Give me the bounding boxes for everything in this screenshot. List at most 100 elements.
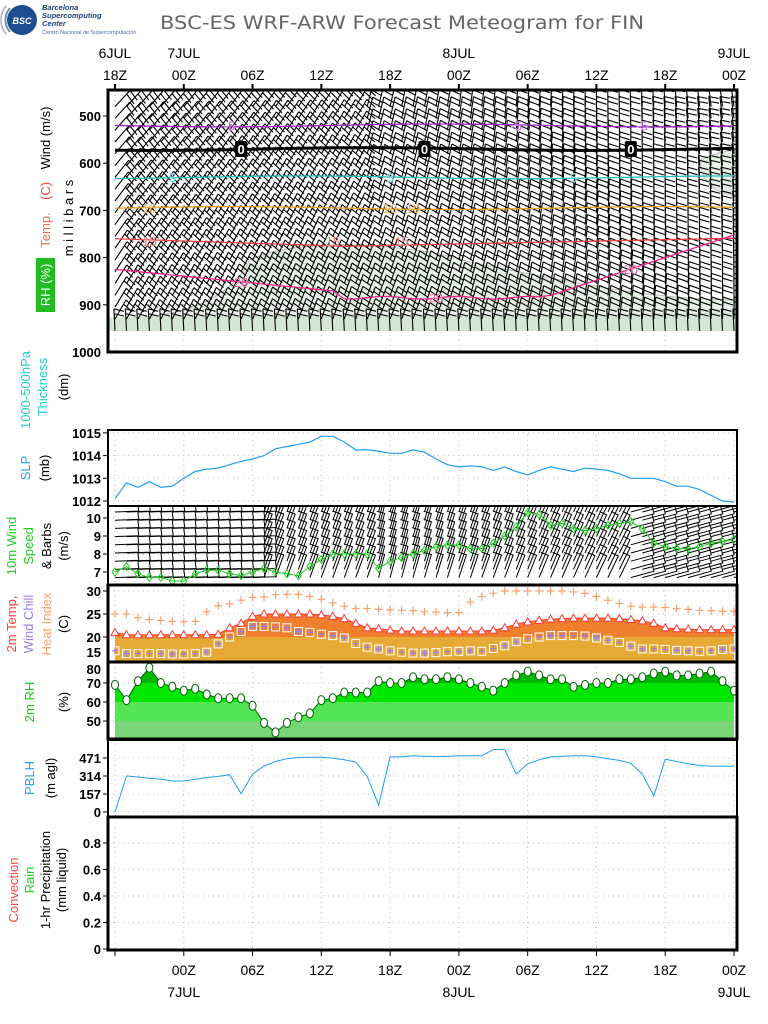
heatindex-marker — [546, 587, 555, 595]
heatindex-marker — [580, 589, 589, 598]
wind-label-4: (m/s) — [56, 531, 71, 561]
windchill-marker-box — [695, 646, 705, 656]
temp-marker — [671, 623, 682, 633]
bottom-date-label: 8JUL — [443, 984, 476, 1000]
contour-label: 0 — [237, 142, 244, 157]
temp-contour — [114, 234, 735, 300]
windchill-marker-box — [660, 644, 670, 654]
windchill-marker — [375, 645, 382, 652]
wind-barb-column — [537, 90, 554, 331]
wind-barb-column — [481, 506, 491, 578]
heatindex-marker — [145, 615, 154, 624]
wind-speed-marker — [489, 538, 497, 549]
heatindex-marker — [500, 587, 509, 595]
wind-speed-marker — [248, 567, 257, 577]
windchill-marker — [627, 643, 634, 650]
windchill-marker-box — [626, 641, 636, 651]
windchill-marker-box — [362, 642, 372, 652]
wind-speed-marker — [432, 541, 440, 552]
rh-marker — [363, 687, 372, 698]
wind-barb-column — [719, 90, 734, 331]
rh-marker — [672, 670, 681, 681]
temp-marker — [488, 625, 499, 634]
rh-label-1: 2m RH — [22, 682, 37, 722]
windchill-marker-box — [236, 626, 246, 636]
precip-ytick-label: 0.8 — [83, 836, 101, 851]
temp-marker — [373, 623, 384, 633]
heatindex-marker — [202, 607, 211, 616]
heatindex-marker — [523, 587, 532, 595]
contour-label: 15 — [394, 234, 408, 249]
bottom-time-label: 12Z — [584, 962, 609, 978]
temp-ytick-label: 15 — [87, 645, 101, 660]
precip-frame — [106, 815, 739, 952]
rh-marker — [282, 717, 291, 728]
top-time-label: 18Z — [378, 67, 403, 83]
wind-barb-column — [309, 506, 319, 578]
windchill-marker — [685, 647, 692, 654]
windchill-marker-box — [121, 649, 131, 659]
wind-speed-marker — [180, 576, 188, 585]
top-time-label: 06Z — [240, 67, 265, 83]
upper-air-ytick-label: 800 — [79, 251, 101, 266]
contour-label: 0 — [421, 142, 428, 157]
temp-label-4: (C) — [56, 615, 71, 633]
heatindex-marker — [615, 599, 624, 608]
precip-labels: Convection Rain 1-hr Precipitation (mm l… — [6, 831, 69, 929]
wind-barb-column — [445, 90, 464, 331]
heatindex-marker — [133, 613, 142, 622]
heatindex-marker — [282, 590, 291, 599]
wind-barb-column — [400, 506, 409, 578]
contour-label: -5 — [637, 118, 649, 133]
temp-marker — [511, 619, 522, 628]
windchill-marker — [570, 632, 577, 639]
wind-barb-column — [571, 90, 588, 331]
bottom-time-axis: 00Z 06Z 12Z 18Z 00Z 06Z 12Z 18Z 00Z 7JUL 8JUL 9JUL — [114, 950, 751, 1000]
windchill-marker — [249, 623, 256, 630]
wind-barb-column — [355, 506, 365, 578]
logo-arc-icon — [0, 5, 7, 35]
rh-marker — [168, 681, 177, 692]
slp-ytick-label: 1013 — [72, 471, 101, 486]
windchill-marker-box — [179, 649, 189, 659]
wind-speed-marker — [134, 568, 142, 579]
windchill-marker — [180, 651, 187, 658]
temp-label-1: 2m Temp, — [4, 596, 19, 653]
wind-labels: 10m Wind Speed & Barbs (m/s) — [4, 517, 71, 576]
windchill-marker — [490, 645, 497, 652]
temp-marker — [259, 608, 269, 618]
wind-barb-column — [376, 506, 386, 578]
contour-label: 15 — [142, 234, 156, 249]
contour-label-box — [235, 141, 248, 158]
heatindex-marker — [168, 617, 177, 626]
temp-marker — [190, 629, 201, 639]
temp-marker — [580, 613, 590, 622]
upper-temp-label: Temp. — [38, 212, 53, 247]
top-time-label: 00Z — [722, 67, 747, 83]
temp-marker — [465, 626, 476, 635]
heatindex-marker — [707, 606, 716, 615]
windchill-marker-box — [213, 639, 223, 649]
wind-label-1: 10m Wind — [4, 517, 19, 576]
windchill-marker — [708, 647, 715, 654]
temp-ytick-label: 25 — [87, 607, 101, 622]
wind-barb-column — [124, 90, 150, 331]
temp-marker — [568, 613, 579, 622]
windchill-marker-box — [225, 632, 235, 642]
windchill-marker-box — [270, 622, 280, 632]
temp-marker — [603, 613, 613, 622]
temp-marker — [648, 618, 659, 627]
wind-speed-marker — [122, 561, 131, 572]
precip-ytick-label: 0.2 — [83, 916, 101, 931]
pblh-ytick-label: 471 — [79, 751, 101, 766]
windchill-marker — [272, 623, 279, 630]
windchill-marker-box — [110, 646, 120, 656]
page-title: BSC-ES WRF-ARW Forecast Meteogram for FI… — [160, 12, 644, 34]
rh-marker — [191, 683, 200, 694]
windchill-marker-box — [557, 631, 567, 641]
precip-ytick-label: 0 — [94, 942, 101, 957]
temp-label-2: Wind Chill — [21, 595, 36, 654]
wind-barb-column — [515, 506, 526, 578]
heatindex-marker — [592, 592, 601, 601]
bottom-time-label: 00Z — [722, 962, 747, 978]
